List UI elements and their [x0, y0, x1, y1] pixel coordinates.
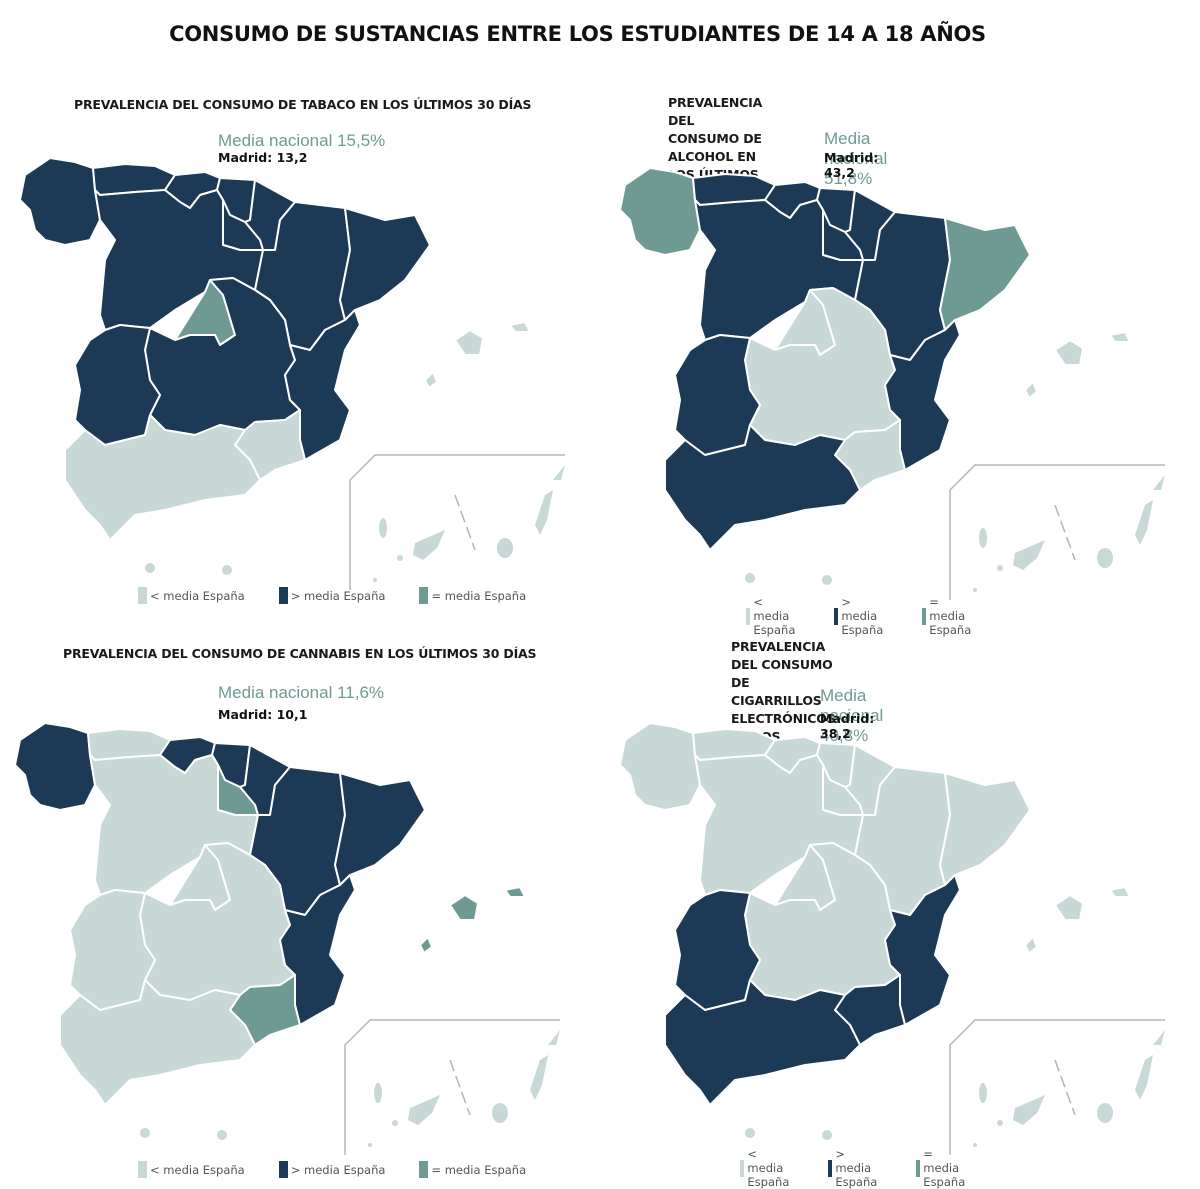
- region-cataluna: [334, 772, 426, 886]
- region-ceuta: [143, 561, 157, 575]
- swatch-equal: [915, 1159, 921, 1177]
- region-melilla: [820, 573, 834, 587]
- madrid-value: Madrid: 13,2: [218, 150, 308, 165]
- legend-item-below: < media España: [138, 587, 245, 604]
- legend-item-above: > media España: [827, 1147, 882, 1189]
- swatch-above: [278, 587, 288, 604]
- legend-item-above: > media España: [278, 1161, 385, 1178]
- legend-item-below: < media España: [138, 1161, 245, 1178]
- legend-item-equal: = media España: [915, 1147, 970, 1189]
- legend-item-above: > media España: [278, 587, 385, 604]
- swatch-below: [740, 1159, 745, 1177]
- region-cataluna: [939, 217, 1031, 331]
- madrid-value: Madrid: 43,2: [824, 150, 879, 180]
- region-melilla: [820, 1128, 834, 1142]
- canarias-inset: [949, 464, 1165, 600]
- legend-item-equal: = media España: [419, 587, 526, 604]
- madrid-value: Madrid: 10,1: [218, 707, 308, 722]
- region-baleares: [1024, 886, 1131, 954]
- legend: < media España > media España = media Es…: [138, 587, 560, 604]
- canarias-inset: [349, 454, 565, 590]
- region-melilla: [215, 1128, 229, 1142]
- region-ceuta: [743, 571, 757, 585]
- region-galicia: [14, 722, 96, 811]
- swatch-equal: [419, 587, 429, 604]
- national-mean: Media nacional 40,8%: [820, 686, 884, 745]
- region-galicia: [19, 157, 101, 246]
- national-mean: Media nacional 15,5%: [218, 131, 386, 150]
- region-andalucia: [59, 979, 256, 1106]
- region-galicia: [619, 167, 701, 256]
- region-andalucia: [664, 979, 861, 1106]
- region-melilla: [220, 563, 234, 577]
- swatch-above: [827, 1159, 833, 1177]
- swatch-above: [833, 607, 839, 625]
- swatch-equal: [921, 607, 927, 625]
- legend-item-below: < media España: [746, 595, 800, 637]
- panel-title: PREVALENCIA DEL CONSUMO DE TABACO EN LOS…: [74, 97, 532, 112]
- region-ceuta: [743, 1126, 757, 1140]
- spain-map: [5, 150, 565, 615]
- legend-item-below: < media España: [740, 1147, 794, 1189]
- spain-map: [0, 715, 560, 1180]
- legend-item-equal: = media España: [921, 595, 976, 637]
- swatch-above: [278, 1161, 288, 1178]
- canarias-inset: [344, 1019, 560, 1155]
- swatch-below: [138, 1161, 147, 1178]
- region-andalucia: [664, 424, 861, 551]
- national-mean: Media nacional 11,6%: [218, 683, 385, 702]
- swatch-below: [138, 587, 147, 604]
- swatch-equal: [419, 1161, 429, 1178]
- panel-title-line1: PREVALENCIA DEL CONSUMO DE CIGARRILLOS: [731, 639, 833, 708]
- main-title: CONSUMO DE SUSTANCIAS ENTRE LOS ESTUDIAN…: [169, 22, 986, 46]
- region-baleares: [1024, 331, 1131, 399]
- legend: < media España > media España = media Es…: [746, 595, 1010, 637]
- region-ceuta: [138, 1126, 152, 1140]
- legend: < media España > media España = media Es…: [138, 1161, 560, 1178]
- madrid-value: Madrid: 38,2: [820, 711, 875, 741]
- region-cataluna: [339, 207, 431, 321]
- national-mean: Media nacional 51,8%: [824, 129, 888, 188]
- panel-title: PREVALENCIA DEL CONSUMO DE CANNABIS EN L…: [63, 646, 537, 661]
- spain-map: [605, 715, 1165, 1180]
- canarias-inset: [949, 1019, 1165, 1155]
- legend: < media España > media España = media Es…: [740, 1147, 1004, 1189]
- region-andalucia: [64, 414, 261, 541]
- spain-map: [605, 160, 1165, 625]
- region-baleares: [419, 886, 526, 954]
- legend-item-equal: = media España: [419, 1161, 526, 1178]
- legend-item-above: > media España: [833, 595, 888, 637]
- region-baleares: [424, 321, 531, 389]
- region-cataluna: [939, 772, 1031, 886]
- swatch-below: [746, 607, 751, 625]
- region-galicia: [619, 722, 701, 811]
